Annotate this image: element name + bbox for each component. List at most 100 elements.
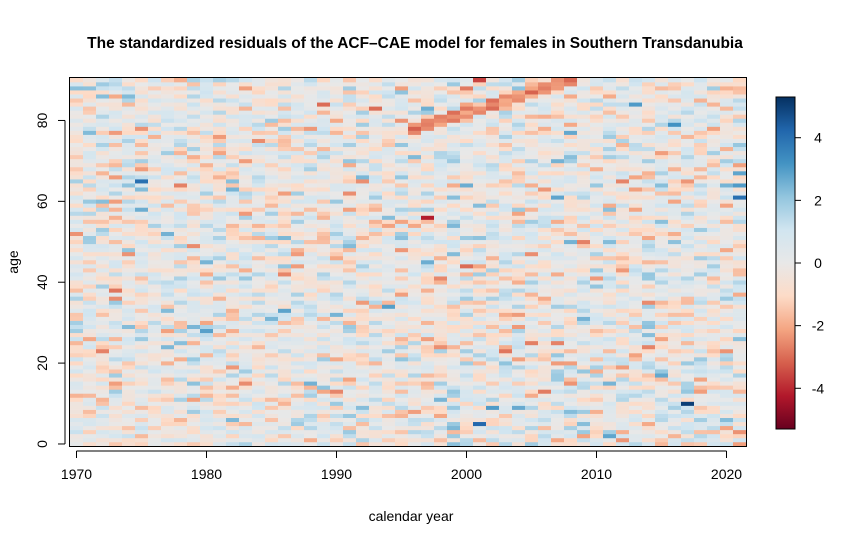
heatmap-cell <box>109 166 123 172</box>
heatmap-cell <box>135 373 149 378</box>
heatmap-cell <box>473 110 487 115</box>
heatmap-cell <box>551 247 565 253</box>
heatmap-cell <box>538 296 552 301</box>
heatmap-cell <box>239 268 253 273</box>
heatmap-cell <box>200 441 214 447</box>
heatmap-cell <box>616 373 630 378</box>
heatmap-cell <box>213 292 227 297</box>
heatmap-cell <box>304 389 318 394</box>
heatmap-cell <box>356 255 370 261</box>
heatmap-cell <box>512 247 526 253</box>
heatmap-cell <box>733 162 747 168</box>
heatmap-cell <box>213 312 227 317</box>
heatmap-cell <box>681 199 695 204</box>
heatmap-cell <box>122 361 136 366</box>
heatmap-cell <box>187 429 201 435</box>
heatmap-cell <box>317 320 331 325</box>
heatmap-cell <box>161 340 175 346</box>
heatmap-cell <box>473 344 487 350</box>
heatmap-cell <box>395 215 409 220</box>
heatmap-cell <box>733 308 747 313</box>
heatmap-cell <box>96 284 110 289</box>
heatmap-cell <box>174 114 188 119</box>
heatmap-cell <box>551 268 565 273</box>
heatmap-cell <box>291 86 305 91</box>
heatmap-cell <box>733 142 747 148</box>
heatmap-cell <box>187 199 201 204</box>
heatmap-cell <box>655 264 669 269</box>
heatmap-cell <box>707 348 721 354</box>
heatmap-cell <box>226 409 240 414</box>
heatmap-cell <box>707 300 721 305</box>
heatmap-cell <box>278 219 292 224</box>
heatmap-cell <box>226 328 240 334</box>
heatmap-cell <box>161 162 175 168</box>
heatmap-cell <box>473 417 487 423</box>
heatmap-cell <box>304 90 318 95</box>
heatmap-cell <box>486 312 500 317</box>
heatmap-cell <box>603 308 617 313</box>
heatmap-cell <box>291 292 305 297</box>
heatmap-cell <box>83 142 97 148</box>
heatmap-cell <box>278 138 292 143</box>
heatmap-cell <box>590 211 604 216</box>
heatmap-cell <box>499 373 513 378</box>
heatmap-cell <box>317 381 331 386</box>
heatmap-cell <box>317 162 331 168</box>
heatmap-cell <box>642 227 656 232</box>
heatmap-cell <box>655 179 669 184</box>
heatmap-cell <box>343 292 357 297</box>
heatmap-cell <box>447 348 461 354</box>
heatmap-cell <box>434 154 448 160</box>
heatmap-cell <box>707 102 721 107</box>
heatmap-cell <box>239 122 253 127</box>
heatmap-cell <box>96 268 110 273</box>
heatmap-cell <box>265 276 279 281</box>
heatmap-cell <box>421 199 435 204</box>
heatmap-cell <box>356 324 370 330</box>
heatmap-cell <box>187 211 201 216</box>
heatmap-cell <box>343 324 357 330</box>
heatmap-cell <box>200 357 214 362</box>
heatmap-cell <box>226 110 240 115</box>
heatmap-cell <box>356 389 370 394</box>
heatmap-cell <box>96 393 110 398</box>
heatmap-cell <box>707 417 721 423</box>
heatmap-cell <box>187 357 201 362</box>
heatmap-cell <box>408 413 422 418</box>
heatmap-cell <box>642 264 656 269</box>
heatmap-cell <box>252 316 266 321</box>
heatmap-cell <box>473 304 487 309</box>
heatmap-cell <box>707 211 721 216</box>
heatmap-cell <box>382 175 396 180</box>
heatmap-cell <box>343 199 357 204</box>
heatmap-cell <box>564 239 578 245</box>
heatmap-cell <box>434 86 448 91</box>
heatmap-cell <box>213 288 227 293</box>
heatmap-cell <box>239 251 253 257</box>
heatmap-cell <box>369 171 383 176</box>
heatmap-cell <box>460 308 474 313</box>
heatmap-cell <box>642 377 656 382</box>
heatmap-cell <box>434 138 448 143</box>
heatmap-cell <box>616 138 630 143</box>
heatmap-cell <box>434 142 448 148</box>
heatmap-cell <box>109 276 123 281</box>
heatmap-cell <box>83 203 97 208</box>
heatmap-cell <box>265 288 279 293</box>
heatmap-cell <box>70 243 84 249</box>
heatmap-cell <box>473 421 487 427</box>
heatmap-cell <box>681 336 695 342</box>
heatmap-cell <box>148 373 162 378</box>
heatmap-cell <box>655 82 669 87</box>
heatmap-cell <box>707 138 721 143</box>
heatmap-cell <box>330 397 344 402</box>
heatmap-cell <box>655 425 669 431</box>
heatmap-cell <box>694 268 708 273</box>
heatmap-cell <box>460 78 474 83</box>
heatmap-cell <box>317 166 331 172</box>
heatmap-cell <box>382 110 396 115</box>
heatmap-cell <box>135 409 149 414</box>
heatmap-cell <box>174 179 188 184</box>
heatmap-cell <box>278 385 292 390</box>
